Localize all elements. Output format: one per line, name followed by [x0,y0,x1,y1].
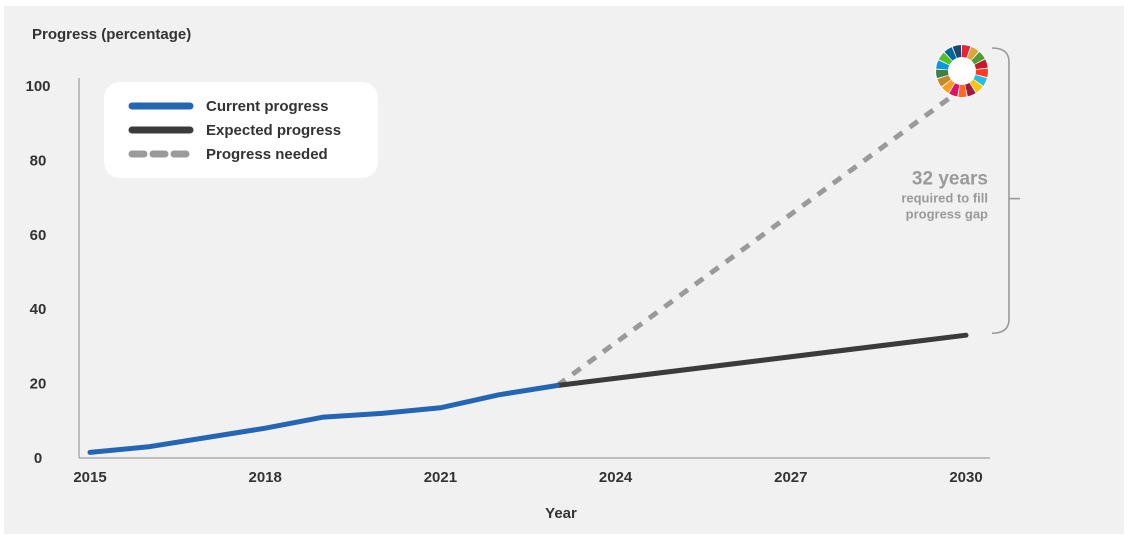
series-line-current-progress [87,383,560,455]
y-tick-label: 60 [30,227,47,244]
y-axis-label: Progress (percentage) [32,26,191,43]
y-tick-label: 40 [30,301,47,318]
x-axis-label: Year [545,505,577,522]
series-line-expected-progress [554,332,969,388]
x-tick-label: 2030 [949,469,982,486]
legend-label: Current progress [206,98,329,115]
legend-label: Progress needed [206,146,328,163]
gap-headline: 32 years [912,169,988,190]
series-line-progress-needed [555,83,968,388]
x-tick-label: 2015 [73,469,106,486]
legend: Current progress Expected progress Progres… [104,82,378,178]
x-tick-label: 2018 [249,469,282,486]
gap-caption-line2: progress gap [906,207,988,222]
gap-bracket [991,47,1010,335]
y-tick-label: 20 [30,376,47,393]
sdg-wheel-icon [935,44,989,98]
x-tick-label: 2027 [774,469,807,486]
y-tick-label: 100 [25,78,50,95]
x-tick-label: 2024 [599,469,633,486]
gap-caption-line1: required to fill [901,191,988,206]
x-tick-label: 2021 [424,469,457,486]
y-tick-label: 80 [30,152,47,169]
legend-label: Expected progress [206,122,341,139]
y-tick-label: 0 [34,450,42,467]
